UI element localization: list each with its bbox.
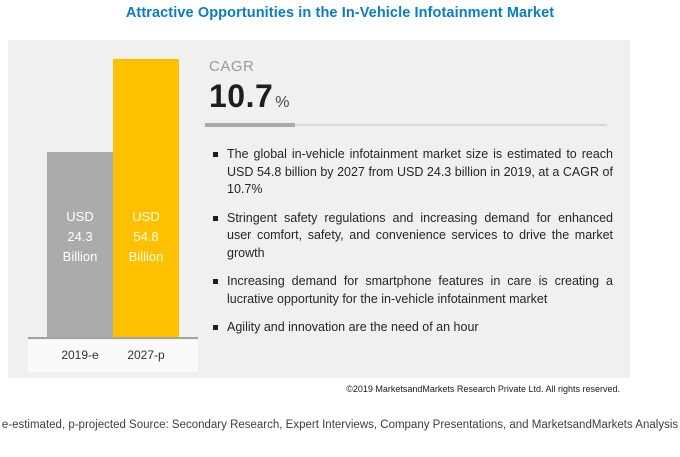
cagr-block: CAGR 10.7% xyxy=(209,58,290,115)
bar-2027-p: USD 54.8 Billion xyxy=(113,59,179,337)
bullet-square-icon xyxy=(213,279,218,284)
axis-baseline xyxy=(28,337,198,339)
bullet-list: The global in-vehicle infotainment marke… xyxy=(213,146,613,348)
bullet-square-icon xyxy=(213,152,218,157)
cagr-underline xyxy=(205,123,607,127)
bullet-square-icon xyxy=(213,325,218,330)
bullet-item: Agility and innovation are the need of a… xyxy=(213,319,613,337)
page-title: Attractive Opportunities in the In-Vehic… xyxy=(125,5,555,21)
cagr-value-row: 10.7% xyxy=(209,78,290,115)
category-label: 2027-p xyxy=(127,348,165,362)
footnote-source: e-estimated, p-projected Source: Seconda… xyxy=(1,419,679,431)
axis-label-strip xyxy=(28,340,198,372)
chart-panel: USD 24.3 Billion 2019-e USD 54.8 Billion 20… xyxy=(8,40,630,378)
bullet-text: Increasing demand for smartphone feature… xyxy=(227,274,613,306)
bullet-square-icon xyxy=(213,215,218,221)
category-label: 2019-e xyxy=(61,348,99,362)
bullet-text: Agility and innovation are the need of a… xyxy=(227,320,479,334)
bullet-item: The global in-vehicle infotainment marke… xyxy=(213,146,613,199)
copyright-note: ©2019 MarketsandMarkets Research Private… xyxy=(346,384,620,394)
bullet-text: Stringent safety regulations and increas… xyxy=(227,210,613,260)
bullet-text: The global in-vehicle infotainment marke… xyxy=(227,147,613,196)
cagr-value: 10.7 xyxy=(209,78,274,114)
cagr-underline-dark-segment xyxy=(205,123,295,127)
bar-2019-e: USD 24.3 Billion xyxy=(47,152,113,337)
bar-chart: USD 24.3 Billion 2019-e USD 54.8 Billion 20… xyxy=(8,40,208,378)
bar-value-label: USD 24.3 Billion xyxy=(62,209,98,265)
cagr-label: CAGR xyxy=(209,58,255,75)
bullet-item: Stringent safety regulations and increas… xyxy=(213,210,613,263)
cagr-underline-light-segment xyxy=(205,124,607,126)
cagr-percent-sign: % xyxy=(275,94,290,111)
bar-value-label: USD 54.8 Billion xyxy=(128,209,164,265)
bullet-item: Increasing demand for smartphone feature… xyxy=(213,273,613,308)
